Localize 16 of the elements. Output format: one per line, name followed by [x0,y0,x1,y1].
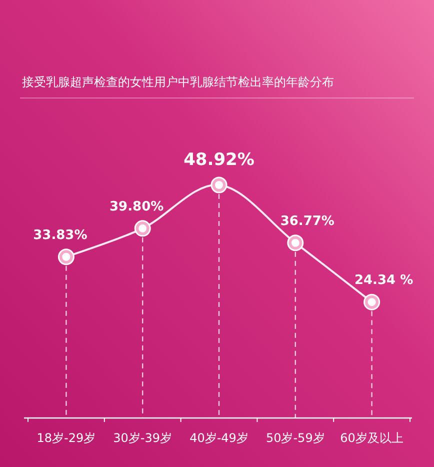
point [58,248,74,266]
point [134,220,151,237]
x-tick-label: 30岁-39岁 [113,431,172,445]
data-label: 24.34 % [354,273,414,288]
data-label: 33.83% [33,228,88,243]
data-label: 39.80% [110,199,164,214]
x-tick-label: 50岁-59岁 [266,431,325,445]
chart-title: 接受乳腺超声检查的女性用户中乳腺结节检出率的年龄分布 [22,75,334,89]
x-tick-label: 60岁及以上 [340,431,404,445]
data-label: 36.77% [280,214,334,229]
point [210,176,228,194]
data-label: 48.92% [184,150,254,170]
x-tick-label: 18岁-29岁 [36,431,96,445]
x-tick-label: 40岁-49岁 [190,431,248,445]
point [364,294,380,310]
point [287,234,304,252]
